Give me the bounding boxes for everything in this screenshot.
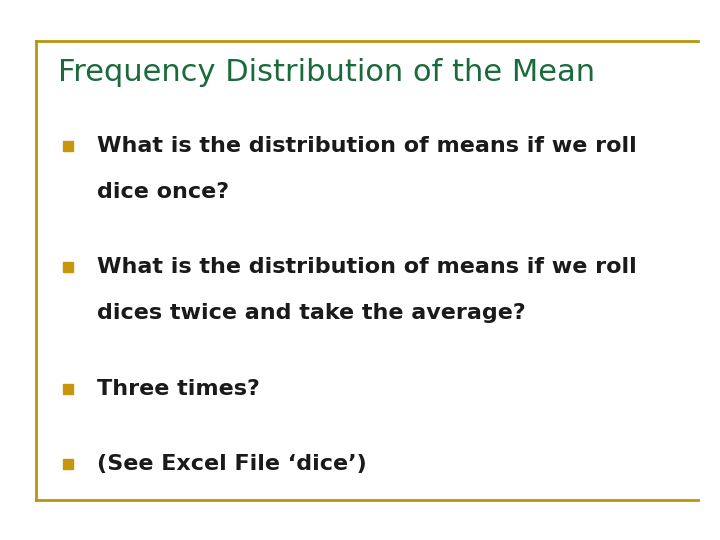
Text: Three times?: Three times? <box>97 379 260 399</box>
Text: What is the distribution of means if we roll: What is the distribution of means if we … <box>97 257 637 278</box>
Text: What is the distribution of means if we roll: What is the distribution of means if we … <box>97 136 637 156</box>
Text: (See Excel File ‘dice’): (See Excel File ‘dice’) <box>97 454 367 475</box>
Text: Frequency Distribution of the Mean: Frequency Distribution of the Mean <box>58 58 595 87</box>
Text: dices twice and take the average?: dices twice and take the average? <box>97 303 526 323</box>
Text: dice once?: dice once? <box>97 181 230 202</box>
